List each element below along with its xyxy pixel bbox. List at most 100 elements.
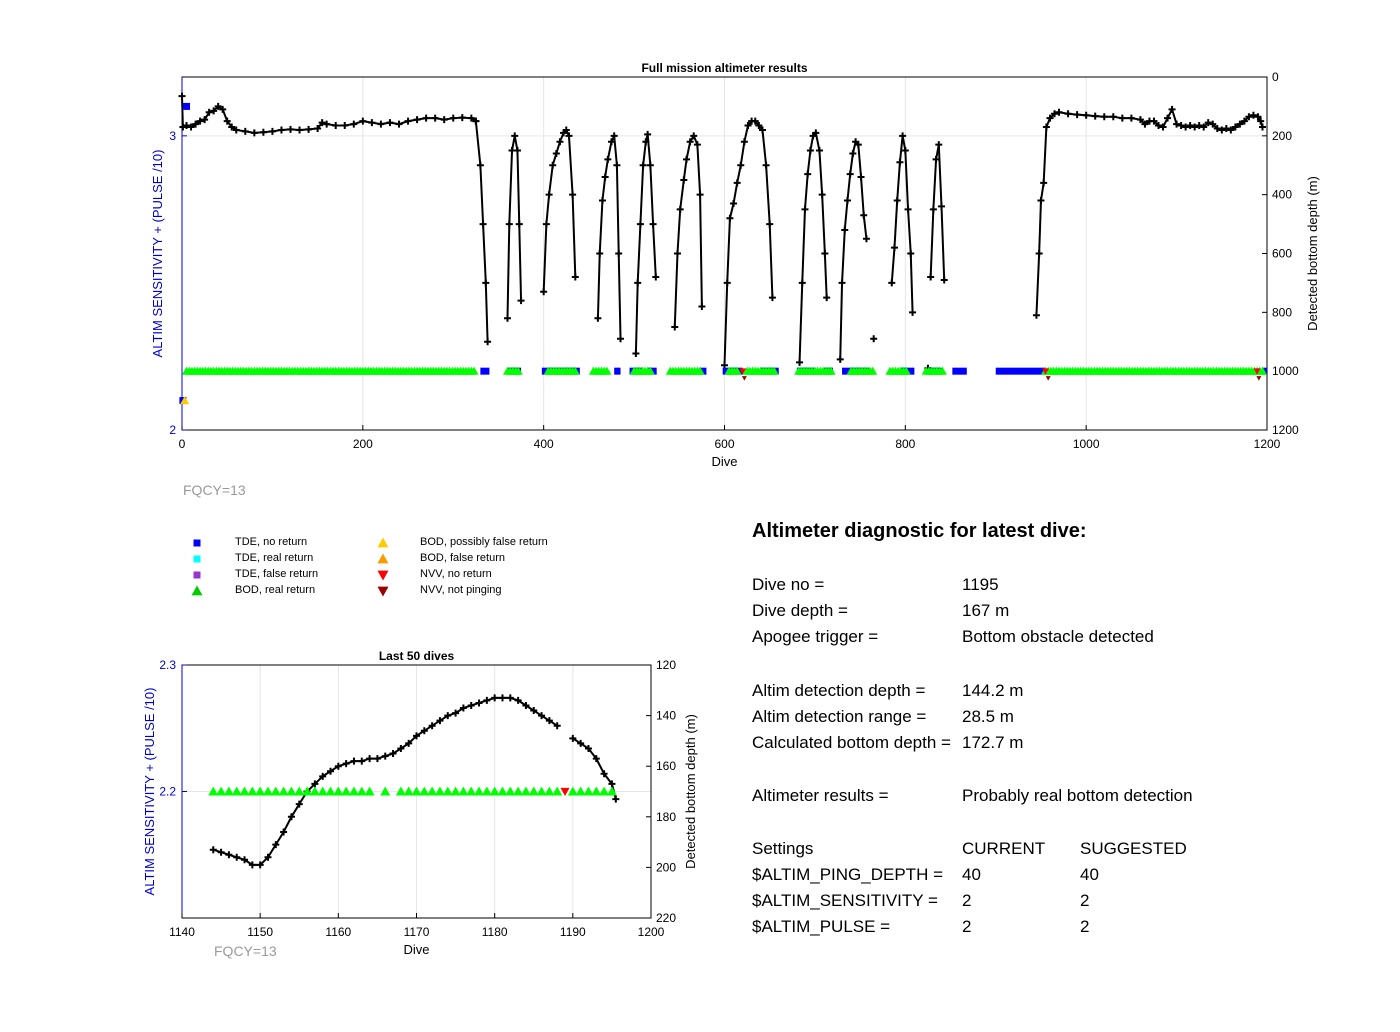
depth-point — [636, 220, 644, 228]
bod-real-return-mark — [769, 366, 779, 375]
depth-point — [642, 138, 650, 146]
depth-point — [179, 123, 187, 131]
depth-point — [538, 712, 546, 720]
depth-point — [449, 114, 457, 122]
y-right-tick-label: 220 — [656, 911, 676, 925]
depth-point — [1177, 122, 1185, 130]
depth-point — [241, 856, 249, 864]
setting-current: 2 — [962, 917, 972, 936]
depth-point — [737, 161, 745, 169]
depth-point — [311, 780, 319, 788]
depth-point — [652, 273, 660, 281]
depth-point — [552, 149, 560, 157]
bod-real-return-mark — [732, 366, 742, 375]
depth-point — [1227, 126, 1235, 134]
depth-point — [796, 358, 804, 366]
settings-header-current: CURRENT — [962, 839, 1046, 858]
depth-point — [342, 760, 350, 768]
depth-point — [1141, 120, 1149, 128]
depth-point — [350, 757, 358, 765]
depth-point — [314, 124, 322, 132]
depth-point — [698, 302, 706, 310]
depth-point — [600, 770, 608, 778]
bod-real-return-mark — [278, 786, 289, 796]
depth-point — [359, 117, 367, 125]
bod-real-return-mark — [356, 786, 367, 796]
depth-point — [397, 744, 405, 752]
depth-point — [334, 762, 342, 770]
depth-point — [857, 173, 865, 181]
depth-point — [420, 727, 428, 735]
depth-point — [223, 117, 231, 125]
depth-point — [1073, 111, 1081, 119]
tde-no-return-mark — [183, 102, 191, 110]
depth-point — [405, 739, 413, 747]
bod-real-return-mark — [419, 786, 430, 796]
depth-point — [806, 147, 814, 155]
depth-point — [187, 123, 195, 131]
depth-point — [604, 155, 612, 163]
x-tick-label: 1200 — [1254, 437, 1281, 451]
bod-real-return-mark — [497, 786, 508, 796]
x-tick-label: 200 — [353, 437, 373, 451]
legend-label: TDE, no return — [235, 536, 308, 548]
depth-point — [1035, 250, 1043, 257]
nvv-not-pinging-mark — [741, 376, 747, 381]
depth-line — [596, 132, 622, 339]
y-right-axis-label: Detected bottom depth (m) — [683, 714, 698, 869]
depth-line — [929, 144, 946, 281]
depth-point — [482, 279, 490, 287]
legend-label: NVV, no return — [420, 568, 492, 580]
bod-real-return-mark — [591, 786, 602, 796]
x-tick-label: 1190 — [560, 925, 586, 939]
chart-full-mission — [178, 76, 1268, 431]
depth-point — [217, 848, 225, 856]
x-axis-label: Dive — [711, 454, 737, 469]
depth-point — [1100, 113, 1108, 121]
depth-point — [250, 129, 258, 137]
depth-point — [232, 126, 240, 134]
depth-point — [475, 699, 483, 707]
depth-point — [723, 279, 731, 287]
setting-current: 40 — [962, 865, 981, 884]
depth-point — [1136, 116, 1144, 124]
depth-point — [517, 297, 525, 305]
x-tick-label: 600 — [714, 437, 734, 451]
depth-line — [634, 134, 657, 354]
diagnostic-value: 172.7 m — [962, 733, 1024, 752]
bod-real-return-mark — [364, 786, 375, 796]
depth-point — [617, 335, 625, 343]
depth-point — [841, 226, 849, 234]
bod-real-return-mark — [458, 786, 469, 796]
depth-point — [368, 119, 376, 127]
bod-real-return-mark — [826, 366, 836, 375]
depth-point — [201, 116, 209, 124]
depth-point — [676, 205, 684, 213]
depth-point — [549, 161, 557, 169]
bod-real-return-mark — [231, 786, 242, 796]
bod-real-return-mark — [695, 366, 705, 375]
depth-point — [479, 220, 487, 228]
depth-point — [843, 197, 851, 205]
depth-point — [228, 123, 236, 131]
depth-point — [259, 128, 267, 136]
bod-real-return-mark — [294, 786, 305, 796]
depth-point — [413, 116, 421, 124]
depth-point — [596, 250, 604, 257]
depth-point — [1150, 117, 1158, 125]
bod-real-return-mark — [302, 786, 313, 796]
y-left-tick-label: 2 — [169, 423, 176, 437]
depth-point — [693, 141, 701, 149]
depth-point — [1082, 111, 1090, 119]
tde-no-return-marks — [614, 367, 621, 375]
legend-square-icon — [193, 555, 201, 563]
legend-triangle-up-icon — [377, 537, 389, 548]
depth-point — [838, 279, 846, 287]
y-right-tick-label: 400 — [1272, 188, 1292, 202]
depth-point — [929, 205, 937, 213]
diagnostic-value: 28.5 m — [962, 707, 1014, 726]
depth-point — [498, 694, 506, 702]
depth-point — [205, 108, 213, 116]
depth-point — [395, 120, 403, 128]
bod-real-return-mark — [645, 366, 655, 375]
